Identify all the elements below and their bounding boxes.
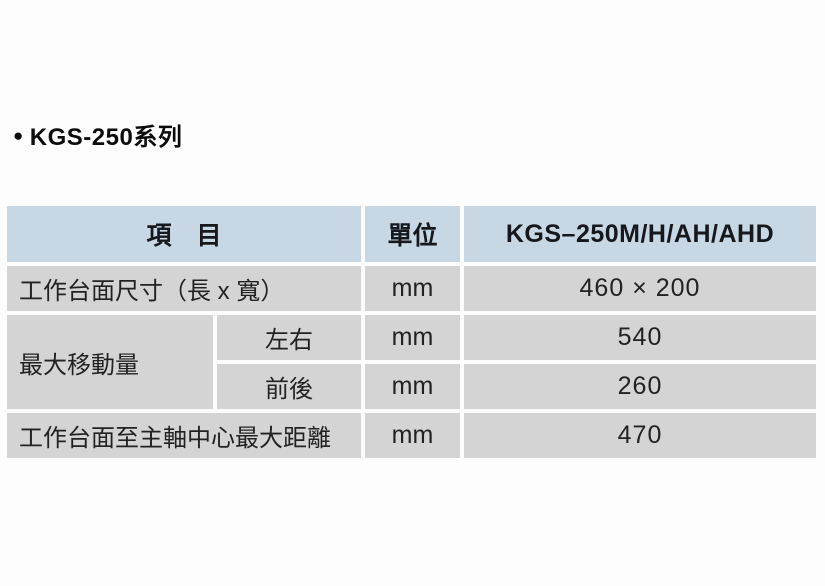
bullet-icon: ● xyxy=(13,126,24,145)
header-cell-unit: 單位 xyxy=(365,206,460,262)
cell-table-to-spindle-unit: mm xyxy=(365,413,460,458)
cell-worktable-size-unit: mm xyxy=(365,266,460,311)
cell-travel-fb-label: 前後 xyxy=(217,364,361,409)
cell-travel-fb-value: 260 xyxy=(464,364,816,409)
cell-table-to-spindle-label: 工作台面至主軸中心最大距離 xyxy=(7,413,361,458)
table-row-table-to-spindle: 工作台面至主軸中心最大距離 mm 470 xyxy=(7,413,816,458)
spec-table: 項 目 單位 KGS–250M/H/AH/AHD 工作台面尺寸（長 x 寬） m… xyxy=(3,202,820,462)
cell-max-travel-label: 最大移動量 xyxy=(7,315,213,409)
section-title-text: KGS-250系列 xyxy=(29,124,183,151)
header-cell-item: 項 目 xyxy=(7,206,361,262)
table-row-max-travel-lr: 最大移動量 左右 mm 540 xyxy=(7,315,816,409)
cell-travel-lr-value: 540 xyxy=(464,315,816,360)
cell-table-to-spindle-value: 470 xyxy=(464,413,816,458)
section-title: ● KGS-250系列 xyxy=(13,117,182,152)
cell-travel-lr-unit: mm xyxy=(365,315,460,360)
table-header-row: 項 目 單位 KGS–250M/H/AH/AHD xyxy=(7,206,816,262)
cell-travel-lr-label: 左右 xyxy=(217,315,361,360)
table-row-max-travel-fb: 前後 mm 260 xyxy=(7,364,816,409)
table-row-worktable-size: 工作台面尺寸（長 x 寬） mm 460 × 200 xyxy=(7,266,816,311)
header-cell-model: KGS–250M/H/AH/AHD xyxy=(464,206,816,262)
cell-worktable-size-label: 工作台面尺寸（長 x 寬） xyxy=(7,266,361,311)
cell-worktable-size-value: 460 × 200 xyxy=(464,266,816,311)
cell-travel-fb-unit: mm xyxy=(365,364,460,409)
